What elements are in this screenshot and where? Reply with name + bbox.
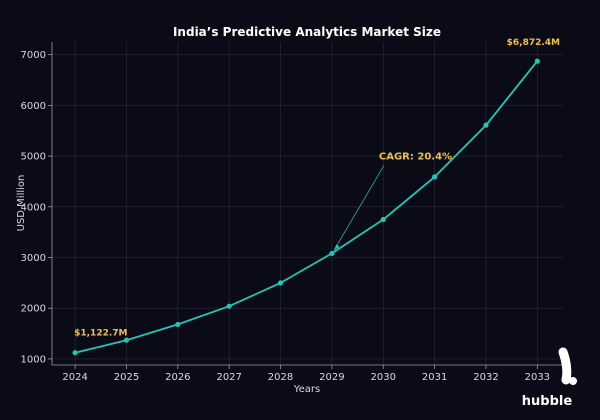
- x-tick-label: 2031: [422, 372, 447, 383]
- y-tick-label: 5000: [21, 152, 46, 163]
- y-axis-title: USD Million: [16, 175, 27, 232]
- hubble-logo-icon: [558, 347, 577, 385]
- x-tick-label: 2026: [165, 372, 190, 383]
- watermark-text: hubble: [522, 394, 573, 409]
- watermark: hubble: [522, 347, 577, 409]
- x-tick-label: 2032: [473, 372, 498, 383]
- x-tick-label: 2024: [62, 372, 87, 383]
- axes: [51, 42, 563, 366]
- series-line: [74, 60, 539, 354]
- y-tick-label: 3000: [21, 253, 46, 264]
- y-tick-label: 6000: [21, 101, 46, 112]
- end-value-label: $6,872.4M: [507, 38, 560, 48]
- data-point: [380, 216, 386, 223]
- cagr-arrow: [333, 165, 385, 251]
- chart-title: India’s Predictive Analytics Market Size: [173, 25, 441, 39]
- x-tick-label: 2025: [114, 372, 139, 383]
- x-tick-label: 2028: [268, 372, 293, 383]
- data-point: [483, 122, 489, 128]
- y-tick-label: 7000: [21, 50, 46, 61]
- y-tick-label: 2000: [21, 304, 46, 315]
- data-point: [534, 58, 540, 64]
- y-tick-label: 4000: [21, 202, 46, 213]
- data-point: [123, 337, 130, 343]
- x-tick-label: 2033: [525, 372, 550, 383]
- x-axis-ticks: 2024 2025 2026 2027 2028 2029 2030 2031 2032 2033: [62, 365, 550, 383]
- x-tick-label: 2027: [216, 372, 241, 383]
- annotations: $1,122.7M $6,872.4M CAGR: 20.4%: [74, 38, 560, 339]
- data-point: [72, 350, 78, 356]
- data-point: [226, 303, 232, 309]
- x-axis-title: Years: [293, 384, 320, 395]
- cagr-label: CAGR: 20.4%: [379, 151, 452, 162]
- data-point: [175, 321, 181, 328]
- y-axis-ticks: 1000 2000 3000 4000 5000 6000 7000: [21, 50, 52, 365]
- series-group: [72, 58, 540, 356]
- y-tick-label: 1000: [21, 354, 46, 365]
- data-point: [432, 174, 438, 180]
- data-point: [329, 250, 335, 257]
- data-point: [277, 280, 284, 286]
- grid: [52, 42, 563, 365]
- start-value-label: $1,122.7M: [74, 329, 127, 339]
- cagr-arrow-head: [333, 244, 340, 251]
- x-tick-label: 2029: [319, 372, 344, 383]
- x-tick-label: 2030: [371, 372, 396, 383]
